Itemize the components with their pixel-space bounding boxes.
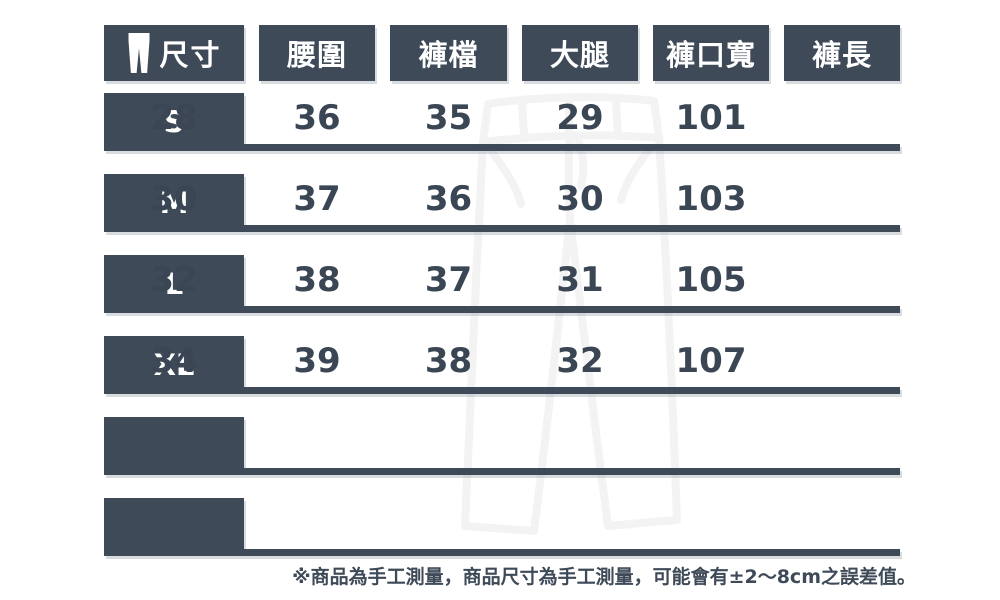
header-cell-size: 尺寸 [104, 25, 244, 81]
header-size-label: 尺寸 [159, 38, 222, 72]
cell-s-leg-opening: 29 [556, 98, 604, 138]
table-row-s: S 28 36 35 29 101 [104, 93, 900, 151]
row-underline [244, 387, 900, 394]
row-label-empty [104, 417, 244, 475]
cell-l-waist: 32 [150, 260, 198, 300]
cell-l-length: 105 [675, 260, 747, 300]
row-label-m: M [104, 174, 244, 232]
cell-s-waist: 28 [150, 98, 198, 138]
cell-m-waist: 30 [150, 179, 198, 219]
cell-s-length: 101 [675, 98, 747, 138]
cell-s-crotch: 36 [293, 98, 341, 138]
cell-xl-length: 107 [675, 341, 747, 381]
row-label-l: L [104, 255, 244, 313]
cell-m-crotch: 37 [293, 179, 341, 219]
row-underline [244, 468, 900, 475]
measurement-disclaimer: ※商品為手工測量，商品尺寸為手工測量，可能會有±2～8cm之誤差值。 [292, 566, 916, 588]
cell-m-length: 103 [675, 179, 747, 219]
table-row-empty-2 [104, 498, 900, 556]
row-label-empty [104, 498, 244, 556]
row-underline [244, 144, 900, 151]
table-row-xl: XL 34 39 38 32 107 [104, 336, 900, 394]
table-row-l: L 32 38 37 31 105 [104, 255, 900, 313]
cell-l-crotch: 38 [293, 260, 341, 300]
pants-icon [128, 32, 150, 74]
row-label-s: S [104, 93, 244, 151]
cell-m-leg-opening: 30 [556, 179, 604, 219]
header-cell-leg-opening: 褲口寬 [653, 25, 769, 81]
table-header-row: 尺寸 腰圍 褲檔 大腿 褲口寬 褲長 [104, 25, 900, 81]
cell-xl-crotch: 39 [293, 341, 341, 381]
cell-xl-waist: 34 [150, 341, 198, 381]
row-underline [244, 306, 900, 313]
size-table: 尺寸 腰圍 褲檔 大腿 褲口寬 褲長 S 28 36 35 29 101 M 3… [104, 25, 900, 556]
table-row-empty-1 [104, 417, 900, 475]
cell-l-leg-opening: 31 [556, 260, 604, 300]
cell-xl-thigh: 38 [424, 341, 473, 381]
cell-s-thigh: 35 [424, 98, 473, 138]
cell-xl-leg-opening: 32 [556, 341, 604, 381]
header-cell-thigh: 大腿 [522, 25, 638, 81]
header-cell-crotch: 褲檔 [390, 25, 507, 81]
cell-m-thigh: 36 [424, 179, 473, 219]
header-cell-length: 褲長 [784, 25, 900, 81]
table-row-m: M 30 37 36 30 103 [104, 174, 900, 232]
row-label-xl: XL [104, 336, 244, 394]
header-cell-waist: 腰圍 [259, 25, 375, 81]
row-underline [244, 549, 900, 556]
cell-l-thigh: 37 [424, 260, 473, 300]
row-underline [244, 225, 900, 232]
